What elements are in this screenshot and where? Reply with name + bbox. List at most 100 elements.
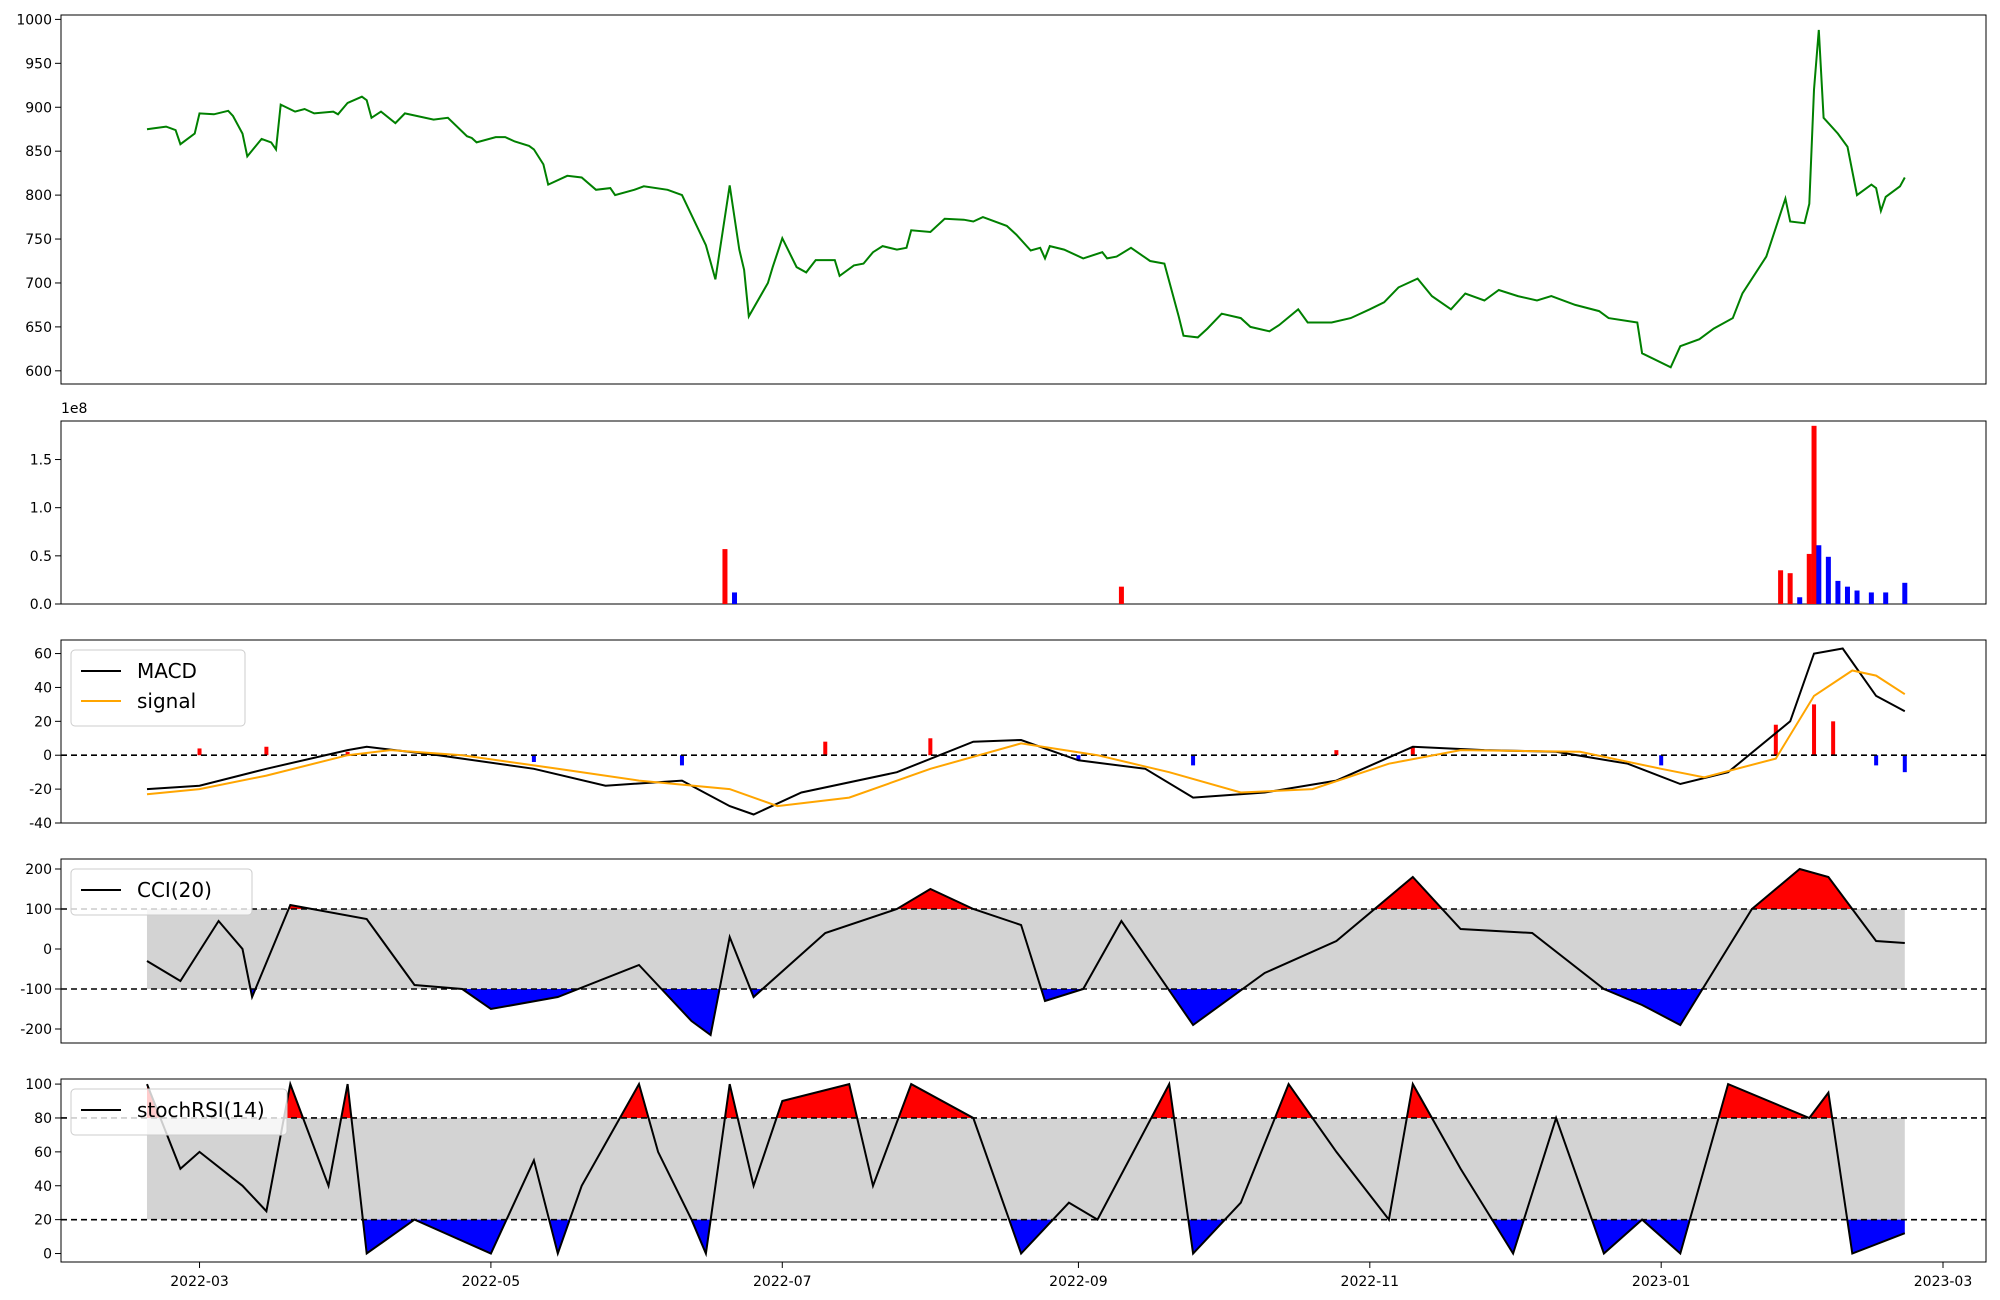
volume-ytick-label: 1.5 — [30, 453, 52, 469]
volume-bar — [1835, 580, 1841, 604]
x-tick-label: 2022-03 — [170, 1274, 229, 1290]
stochrsi-oversold-fill — [549, 1219, 570, 1254]
macd-legend-box — [70, 649, 246, 727]
volume-ytick-label: 0.0 — [30, 597, 52, 613]
stochrsi-oversold-fill — [1847, 1219, 1905, 1254]
cci-ytick-label: -200 — [20, 1022, 52, 1038]
x-tick-label: 2022-05 — [462, 1274, 521, 1290]
stochrsi-overbought-fill — [1151, 1084, 1174, 1118]
cci-oversold-fill — [462, 989, 579, 1009]
price-ytick-label: 600 — [25, 364, 52, 380]
stochrsi-overbought-fill — [898, 1084, 974, 1118]
macd-histogram-bar — [345, 751, 350, 756]
macd-histogram-bar — [264, 746, 269, 756]
cci-band — [146, 909, 1905, 989]
macd-ytick-label: 40 — [34, 680, 52, 696]
stochrsi-legend-box — [70, 1088, 288, 1136]
cci-oversold-fill — [661, 989, 720, 1035]
stochrsi-ytick-label: 20 — [34, 1213, 52, 1229]
price-ytick-label: 1000 — [16, 12, 52, 28]
volume-bar — [1825, 556, 1831, 604]
price-ytick-label: 950 — [25, 56, 52, 72]
stochrsi-line — [146, 1080, 1906, 1258]
stochrsi-oversold-fill — [691, 1219, 711, 1254]
volume-bar — [732, 592, 738, 604]
stochrsi-overbought-fill — [1275, 1084, 1313, 1118]
cci-overbought-fill — [1751, 869, 1853, 909]
cci-legend-label: CCI(20) — [137, 878, 212, 902]
volume-bar — [1806, 553, 1812, 604]
price-frame — [60, 14, 1987, 385]
macd-ytick-label: -40 — [29, 816, 52, 832]
x-tick-label: 2023-03 — [1914, 1274, 1973, 1290]
macd-histogram-bar — [823, 741, 828, 756]
cci-legend-box — [70, 868, 253, 916]
stochrsi-oversold-fill — [1009, 1219, 1053, 1254]
macd-ytick-label: 60 — [34, 647, 52, 663]
macd-legend-label: signal — [137, 689, 196, 713]
price-ytick-label: 900 — [25, 100, 52, 116]
stochrsi-ytick-label: 40 — [34, 1179, 52, 1195]
stochrsi-overbought-fill — [1406, 1084, 1432, 1118]
stochrsi-oversold-fill — [1591, 1219, 1643, 1254]
macd-histogram-bar — [1812, 704, 1817, 756]
cci-overbought-fill — [1374, 877, 1443, 909]
price-ytick-label: 800 — [25, 188, 52, 204]
macd-histogram-bar — [1773, 724, 1778, 756]
stochrsi-overbought-fill — [283, 1084, 303, 1118]
volume-bar — [1811, 425, 1817, 604]
volume-ytick-label: 1.0 — [30, 501, 52, 517]
macd-frame — [60, 639, 1987, 824]
stochrsi-frame — [60, 1078, 1987, 1263]
volume-ytick-label: 0.5 — [30, 549, 52, 565]
x-tick-label: 2022-11 — [1341, 1274, 1400, 1290]
stochrsi-oversold-fill — [1642, 1219, 1690, 1254]
stochrsi-band — [146, 1117, 1905, 1220]
volume-bar — [1797, 597, 1803, 604]
volume-bar — [1118, 586, 1124, 604]
cci-ytick-label: 100 — [25, 902, 52, 918]
macd-histogram-bar — [1659, 755, 1664, 766]
volume-bar — [1778, 570, 1784, 604]
cci-ytick-label: 0 — [43, 942, 52, 958]
macd-histogram-bar — [679, 755, 684, 766]
volume-bar — [1787, 573, 1793, 604]
x-tick-label: 2023-01 — [1632, 1274, 1691, 1290]
x-tick-label: 2022-07 — [753, 1274, 812, 1290]
stochrsi-legend-label: stochRSI(14) — [137, 1098, 265, 1122]
cci-frame — [60, 858, 1987, 1044]
stochrsi-ytick-label: 80 — [34, 1111, 52, 1127]
stochrsi-ytick-label: 60 — [34, 1145, 52, 1161]
cci-overbought-fill — [896, 889, 974, 909]
volume-bar — [1854, 590, 1860, 604]
price-ytick-label: 750 — [25, 232, 52, 248]
volume-bar — [722, 549, 728, 604]
macd-histogram-bar — [1334, 750, 1339, 756]
macd-histogram-bar — [1874, 755, 1879, 766]
stochrsi-overbought-fill — [776, 1084, 858, 1118]
macd-legend-label: MACD — [137, 659, 197, 683]
volume-bar — [1868, 592, 1874, 604]
macd-line — [146, 647, 1906, 816]
cci-line — [146, 867, 1905, 1037]
cci-ytick-label: -100 — [20, 982, 52, 998]
macd-histogram-bar — [197, 748, 202, 756]
macd-histogram-bar — [1191, 755, 1196, 766]
volume-frame — [60, 420, 1987, 605]
volume-bar — [1816, 545, 1822, 604]
price-ytick-label: 850 — [25, 144, 52, 160]
price-ytick-label: 700 — [25, 276, 52, 292]
cci-ytick-label: 200 — [25, 862, 52, 878]
volume-bar — [1844, 586, 1850, 604]
macd-histogram-bar — [1076, 755, 1081, 761]
macd-histogram-bar — [1902, 755, 1907, 773]
volume-bar — [1883, 592, 1889, 604]
macd-histogram-bar — [928, 738, 933, 756]
signal-line — [146, 669, 1906, 808]
x-tick-label: 2022-09 — [1049, 1274, 1108, 1290]
macd-ytick-label: -20 — [29, 782, 52, 798]
stochrsi-ytick-label: 100 — [25, 1077, 52, 1093]
stochrsi-overbought-fill — [725, 1084, 738, 1118]
